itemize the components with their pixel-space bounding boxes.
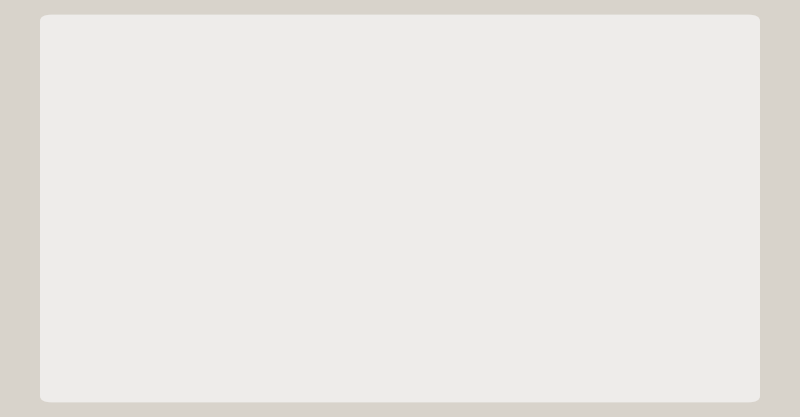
Text: B.  204.2 g/mol: B. 204.2 g/mol	[124, 207, 289, 227]
Text: A.  102.1 g/mol: A. 102.1 g/mol	[124, 130, 288, 150]
Text: D.  150.1 g/mol: D. 150.1 g/mol	[124, 361, 290, 381]
Text: Calculate the molar mass of Ca(NO$_3$)$_2$.: Calculate the molar mass of Ca(NO$_3$)$_…	[84, 49, 498, 72]
Text: C.  164.1 g/mol: C. 164.1 g/mol	[124, 284, 289, 304]
